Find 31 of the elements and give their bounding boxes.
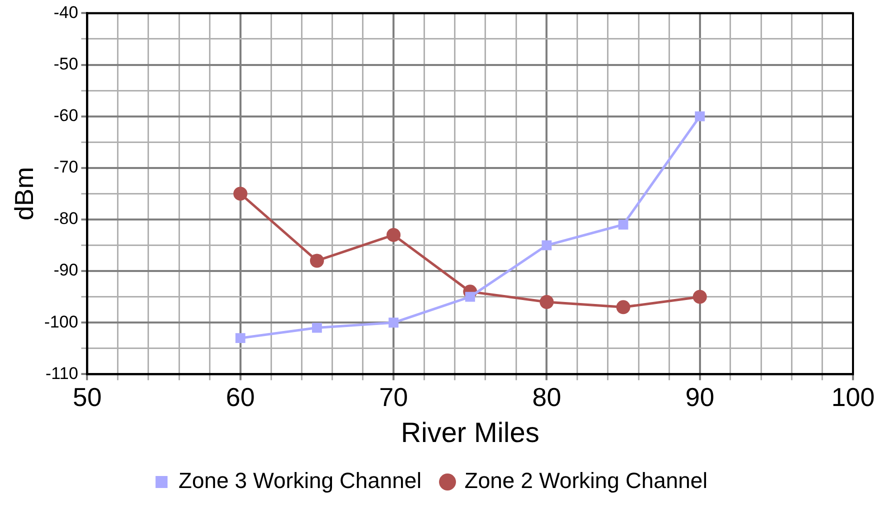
x-tick-label: 70 [379,382,408,412]
point [233,186,248,201]
point [386,228,401,242]
legend-label: Zone 3 Working Channel [178,468,422,494]
point [235,333,246,344]
x-tick-label: 50 [72,382,102,412]
point [616,300,630,314]
x-tick-label: 80 [532,382,562,412]
point [310,254,324,268]
legend-label: Zone 2 Working Channel [464,468,708,494]
point [540,295,554,309]
point [542,240,552,250]
x-tick-label: 100 [831,382,875,412]
point [388,318,398,328]
point [692,290,707,304]
y-tick-label: -90 [54,260,78,280]
y-tick-label: -60 [54,106,78,126]
point [312,322,322,333]
x-axis-title: River Miles [400,416,540,448]
point [465,292,476,302]
point [694,111,705,122]
x-tick-label: 60 [226,382,255,412]
y-tick-label: -100 [44,312,78,332]
point [618,220,628,230]
y-tick-label: -80 [54,209,78,228]
y-axis-title: dBm [8,166,39,220]
x-tick-label: 90 [685,382,714,412]
y-tick-label: -40 [54,2,78,22]
y-tick-label: -110 [45,364,78,383]
y-tick-label: -50 [54,54,78,74]
y-tick-label: -70 [54,158,78,177]
